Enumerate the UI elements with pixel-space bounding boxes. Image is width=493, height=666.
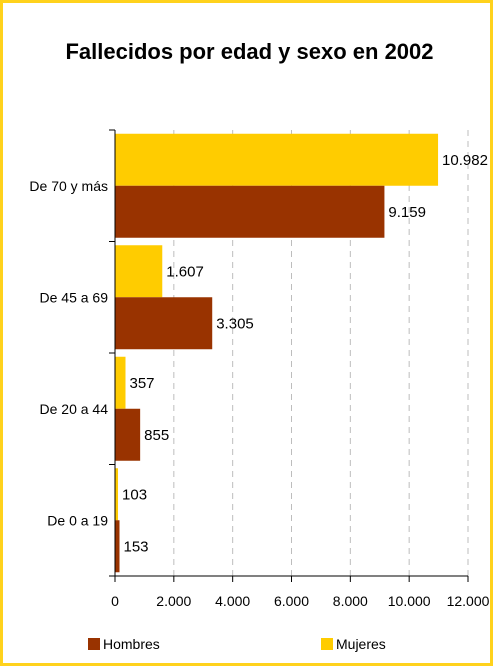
category-label: De 0 a 19	[47, 512, 108, 528]
legend: Hombres Mujeres	[0, 636, 493, 658]
data-label-hombres: 9.159	[388, 204, 426, 221]
x-tick-label: 10.000	[388, 593, 431, 609]
bar-mujeres	[115, 468, 119, 521]
data-label-mujeres: 357	[130, 375, 155, 392]
chart-title: Fallecidos por edad y sexo en 2002	[65, 39, 434, 64]
legend-item-mujeres: Mujeres	[321, 636, 386, 652]
category-label: De 45 a 69	[40, 289, 109, 305]
data-label-hombres: 153	[124, 538, 149, 555]
category-label: De 20 a 44	[40, 401, 109, 417]
data-label-mujeres: 10.982	[442, 152, 488, 169]
bar-hombres	[115, 408, 141, 461]
data-label-hombres: 855	[144, 427, 169, 444]
legend-label-hombres: Hombres	[103, 636, 160, 652]
bar-mujeres	[115, 133, 439, 186]
x-tick-label: 4.000	[215, 593, 250, 609]
category-label: De 70 y más	[29, 178, 108, 194]
x-tick-label: 2.000	[156, 593, 191, 609]
bar-hombres	[115, 297, 213, 350]
data-label-hombres: 3.305	[216, 315, 254, 332]
bar-mujeres	[115, 245, 163, 298]
legend-swatch-hombres	[88, 638, 100, 650]
legend-swatch-mujeres	[321, 638, 333, 650]
data-label-mujeres: 1.607	[166, 263, 204, 280]
legend-item-hombres: Hombres	[88, 636, 160, 652]
bar-hombres	[115, 520, 120, 573]
x-tick-label: 12.000	[447, 593, 490, 609]
legend-label-mujeres: Mujeres	[336, 636, 386, 652]
x-tick-label: 8.000	[333, 593, 368, 609]
bar-mujeres	[115, 356, 126, 409]
data-label-mujeres: 103	[122, 486, 147, 503]
bar-hombres	[115, 185, 385, 238]
x-tick-label: 0	[111, 593, 119, 609]
x-tick-label: 6.000	[274, 593, 309, 609]
